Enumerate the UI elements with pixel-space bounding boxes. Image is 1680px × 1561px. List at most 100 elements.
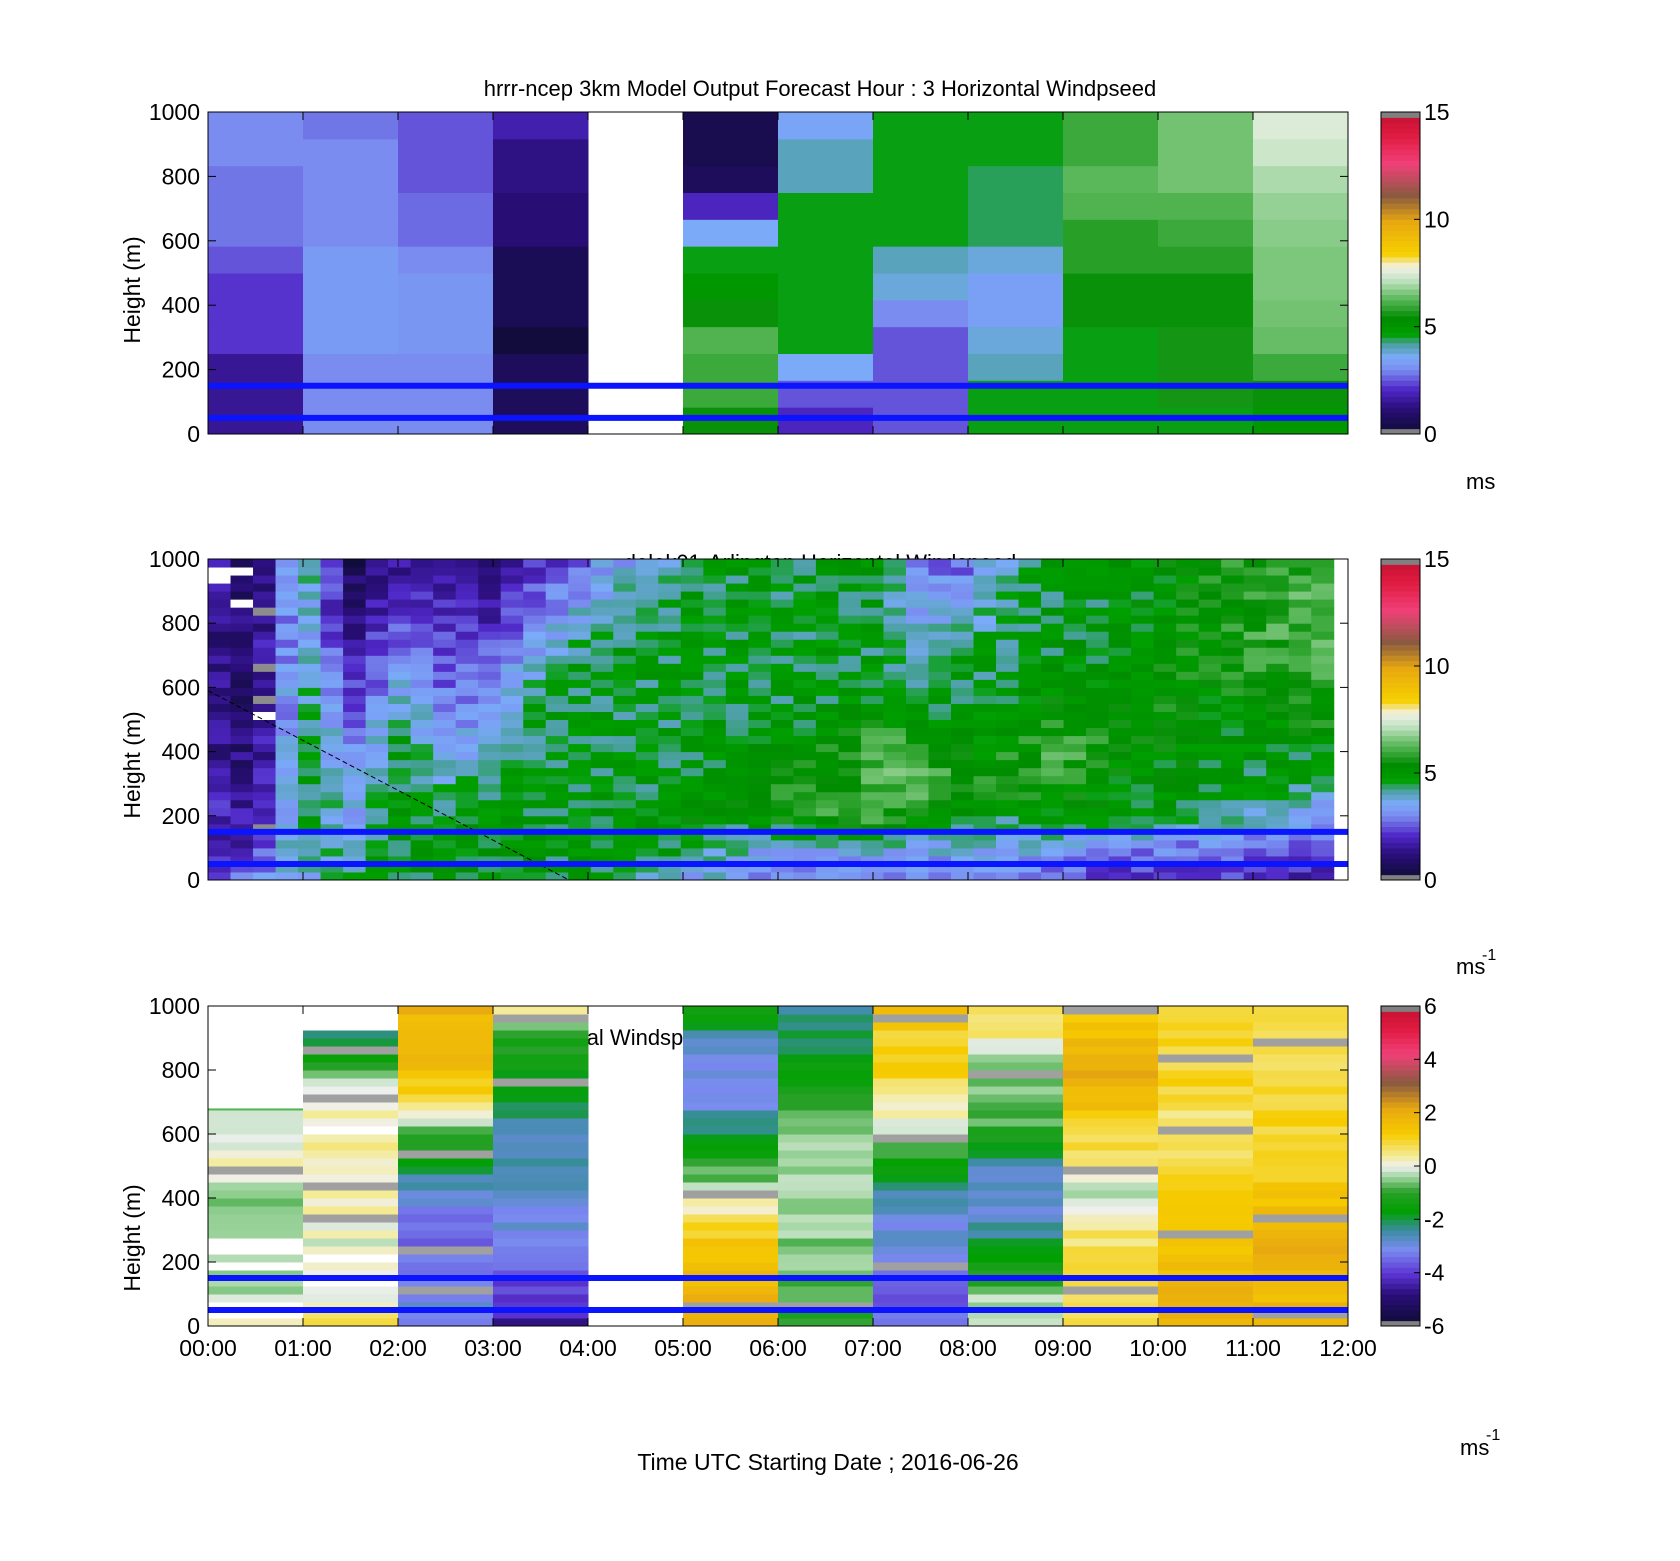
colorbar-segment — [1381, 1107, 1420, 1114]
heatmap-cell — [303, 1310, 399, 1319]
heatmap-cell — [1243, 863, 1267, 873]
heatmap-cell — [1198, 783, 1222, 793]
heatmap-cell — [883, 799, 907, 809]
heatmap-cell — [568, 647, 592, 656]
heatmap-cell — [320, 615, 344, 624]
heatmap-cell — [455, 759, 479, 769]
heatmap-cell — [793, 871, 817, 881]
heatmap-cell — [683, 1214, 779, 1223]
heatmap-cell — [1131, 695, 1155, 704]
heatmap-cell — [230, 743, 254, 753]
heatmap-cell — [1063, 1198, 1159, 1207]
heatmap-cell — [950, 791, 975, 801]
heatmap-cell — [860, 791, 884, 801]
heatmap-cell — [398, 1094, 494, 1103]
panel-lidar-windspeed: dalek01-Arlington Horizontal Windspeed H… — [119, 546, 1496, 979]
heatmap-cell — [635, 871, 659, 881]
heatmap-cell — [1063, 1118, 1159, 1127]
heatmap-cell — [298, 839, 322, 849]
heatmap-cell — [996, 863, 1020, 873]
heatmap-cell — [1221, 871, 1245, 881]
heatmap-cell — [1221, 711, 1245, 720]
heatmap-cell — [968, 246, 1064, 274]
heatmap-cell — [725, 687, 749, 696]
heatmap-cell — [1221, 815, 1245, 825]
heatmap-cell — [590, 663, 614, 672]
heatmap-cell — [1221, 823, 1245, 833]
heatmap-cell — [1063, 1062, 1159, 1071]
heatmap-cell — [1288, 591, 1312, 600]
heatmap-cell — [635, 559, 659, 568]
heatmap-cell — [208, 855, 232, 865]
heatmap-cell — [778, 1262, 874, 1271]
heatmap-cell — [1063, 783, 1087, 793]
heatmap-cell — [793, 655, 817, 664]
heatmap-cell — [1266, 863, 1290, 873]
heatmap-cell — [365, 663, 389, 672]
heatmap-cell — [658, 639, 682, 648]
heatmap-cell — [298, 727, 322, 737]
heatmap-cell — [928, 607, 952, 616]
heatmap-cell — [748, 751, 772, 761]
heatmap-cell — [1198, 639, 1222, 648]
heatmap-cell — [635, 775, 659, 785]
heatmap-cell — [703, 751, 727, 761]
heatmap-cell — [1063, 1014, 1159, 1023]
heatmap-cell — [793, 855, 817, 865]
heatmap-cell — [1243, 583, 1267, 592]
heatmap-cell — [410, 783, 434, 793]
heatmap-cell — [1063, 767, 1087, 777]
heatmap-cell — [613, 751, 637, 761]
heatmap-cell — [230, 623, 254, 632]
heatmap-cell — [1158, 353, 1254, 381]
heatmap-cell — [568, 855, 592, 865]
heatmap-cell — [343, 631, 367, 640]
heatmap-cell — [303, 165, 399, 193]
heatmap-cell — [968, 1094, 1064, 1103]
heatmap-cell — [253, 735, 277, 745]
panel-difference: Horizontal Windspeed Difference (Model -… — [119, 993, 1500, 1475]
heatmap-cell — [860, 807, 884, 817]
heatmap-cell — [683, 1254, 779, 1263]
heatmap-cell — [635, 631, 659, 640]
heatmap-cell — [1063, 623, 1087, 632]
heatmap-cell — [770, 639, 794, 648]
heatmap-cell — [388, 823, 412, 833]
heatmap-cell — [770, 615, 794, 624]
heatmap-cell — [410, 559, 434, 568]
heatmap-cell — [703, 855, 727, 865]
heatmap-cell — [455, 583, 479, 592]
heatmap-cell — [680, 575, 704, 584]
heatmap-cell — [968, 1206, 1064, 1215]
heatmap-cell — [683, 299, 779, 328]
heatmap-cell — [703, 583, 727, 592]
heatmap-cell — [815, 799, 839, 809]
heatmap-cell — [1158, 1286, 1254, 1295]
heatmap-cell — [590, 807, 614, 817]
heatmap-cell — [298, 823, 322, 833]
colorbar-segment — [1381, 171, 1420, 177]
heatmap-cell — [568, 815, 592, 825]
heatmap-cell — [873, 1182, 969, 1191]
heatmap-cell — [410, 759, 434, 769]
heatmap-cell — [658, 807, 682, 817]
heatmap-cell — [1063, 559, 1087, 568]
heatmap-cell — [928, 575, 952, 584]
heatmap-cell — [968, 326, 1064, 354]
heatmap-cell — [613, 639, 637, 648]
colorbar-unit-exponent: -1 — [1482, 947, 1496, 964]
heatmap-cell — [815, 623, 839, 632]
heatmap-cell — [683, 1174, 779, 1183]
heatmap-cell — [455, 855, 479, 865]
heatmap-cell — [208, 591, 232, 600]
heatmap-cell — [1311, 583, 1335, 592]
colorbar-segment — [1381, 1246, 1420, 1252]
heatmap-cell — [883, 759, 907, 769]
heatmap-cell — [996, 559, 1020, 568]
colorbar-segment — [1381, 1102, 1420, 1108]
heatmap-cell — [230, 631, 254, 640]
heatmap-cell — [683, 1102, 779, 1111]
heatmap-cell — [303, 1318, 399, 1327]
heatmap-cell — [523, 863, 547, 873]
heatmap-cell — [1253, 326, 1349, 354]
